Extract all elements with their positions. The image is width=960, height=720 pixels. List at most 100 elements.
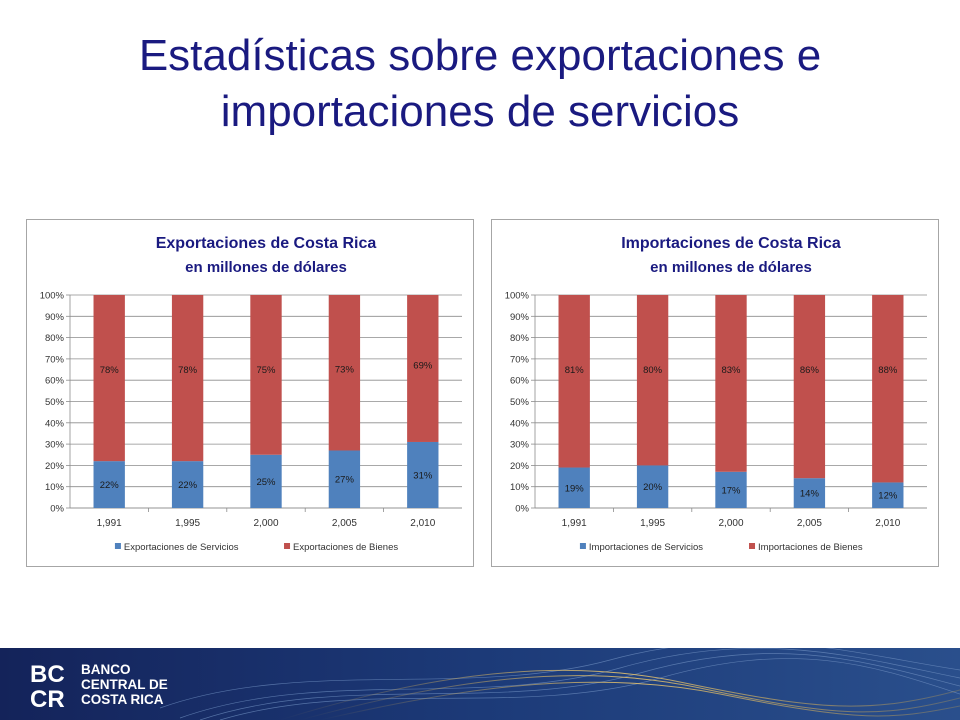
y-tick-label: 0%	[515, 504, 529, 515]
data-label: 22%	[100, 480, 120, 491]
data-label: 69%	[413, 360, 433, 371]
x-tick-label: 2,000	[718, 518, 743, 529]
exportaciones-chart: Exportaciones de Costa Rica en millones d…	[26, 219, 474, 567]
legend-swatch	[579, 543, 586, 549]
x-tick-label: 1,991	[562, 518, 587, 529]
data-label: 78%	[100, 365, 120, 376]
y-tick-label: 90%	[45, 312, 65, 323]
slide-title-line-2: importaciones de servicios	[220, 87, 740, 136]
footer-wave-pattern	[0, 648, 960, 720]
data-label: 88%	[878, 365, 898, 376]
bar-servicios	[793, 478, 826, 508]
y-tick-label: 0%	[50, 504, 64, 515]
data-label: 25%	[256, 477, 276, 488]
x-tick-label: 1,995	[175, 518, 200, 529]
data-label: 73%	[335, 365, 355, 376]
data-label: 19%	[565, 483, 585, 494]
x-tick-label: 2,005	[332, 518, 357, 529]
bar-bienes	[793, 295, 826, 479]
slide-title: Estadísticas sobre exportaciones e impor…	[0, 28, 960, 140]
legend-label: Exportaciones de Bienes	[293, 542, 398, 553]
slide-title-line-1: Estadísticas sobre exportaciones e	[138, 31, 822, 80]
bar-bienes	[328, 295, 361, 451]
data-label: 14%	[800, 489, 820, 500]
y-tick-label: 70%	[45, 354, 65, 365]
y-tick-label: 90%	[510, 312, 530, 323]
bar-servicios	[558, 467, 590, 508]
logo-mark-top: BC	[30, 661, 65, 688]
logo-line-2: CENTRAL DE	[81, 677, 168, 692]
logo-line-3: COSTA RICA	[81, 692, 164, 707]
y-tick-label: 70%	[510, 354, 530, 365]
legend-label: Importaciones de Bienes	[758, 542, 863, 553]
data-label: 78%	[178, 365, 198, 376]
data-label: 83%	[721, 365, 741, 376]
x-tick-label: 2,005	[797, 518, 822, 529]
bar-servicios	[407, 441, 439, 508]
data-label: 12%	[878, 491, 898, 502]
bar-servicios	[328, 450, 361, 508]
x-tick-label: 1,991	[97, 518, 122, 529]
chart-subtitle: en millones de dólares	[185, 259, 347, 276]
y-tick-label: 100%	[505, 291, 530, 302]
bccr-logo-text: BANCO CENTRAL DE COSTA RICA	[81, 662, 168, 707]
chart-title: Exportaciones de Costa Rica	[156, 235, 377, 252]
y-tick-label: 60%	[45, 376, 65, 387]
y-tick-label: 30%	[45, 440, 65, 451]
legend-swatch	[284, 543, 291, 549]
legend-label: Exportaciones de Servicios	[124, 542, 239, 553]
y-tick-label: 20%	[45, 461, 65, 472]
legend-label: Importaciones de Servicios	[589, 542, 703, 553]
x-tick-label: 2,000	[253, 518, 278, 529]
bar-servicios	[715, 471, 747, 508]
bar-bienes	[636, 295, 669, 466]
logo-mark-bottom: CR	[30, 686, 65, 710]
bar-servicios	[93, 461, 125, 508]
y-tick-label: 50%	[510, 397, 530, 408]
data-label: 75%	[256, 365, 276, 376]
importaciones-chart-svg: Importaciones de Costa Rica en millones d…	[505, 235, 927, 553]
x-tick-label: 1,995	[640, 518, 665, 529]
data-label: 86%	[800, 365, 820, 376]
bar-bienes	[407, 295, 439, 442]
y-tick-label: 10%	[45, 482, 65, 493]
bar-bienes	[93, 295, 125, 462]
data-label: 20%	[643, 482, 663, 493]
y-tick-label: 40%	[45, 418, 65, 429]
bar-bienes	[171, 295, 204, 462]
bccr-logo-icon: BC CR	[30, 661, 65, 710]
x-tick-label: 2,010	[410, 518, 435, 529]
logo-line-1: BANCO	[81, 662, 131, 677]
bar-servicios	[250, 454, 282, 508]
legend-swatch	[114, 543, 121, 549]
data-label: 17%	[721, 485, 741, 496]
data-label: 22%	[178, 480, 198, 491]
bar-bienes	[872, 295, 904, 483]
y-tick-label: 100%	[40, 291, 65, 302]
y-tick-label: 80%	[45, 333, 65, 344]
bar-bienes	[558, 295, 590, 468]
bar-bienes	[250, 295, 282, 455]
chart-title: Importaciones de Costa Rica	[621, 235, 841, 252]
bar-servicios	[872, 482, 904, 508]
exportaciones-chart-svg: Exportaciones de Costa Rica en millones d…	[40, 235, 462, 553]
y-tick-label: 20%	[510, 461, 530, 472]
bar-servicios	[171, 461, 204, 508]
data-label: 31%	[413, 470, 433, 481]
chart-subtitle: en millones de dólares	[650, 259, 812, 276]
y-tick-label: 80%	[510, 333, 530, 344]
y-tick-label: 30%	[510, 440, 530, 451]
y-tick-label: 50%	[45, 397, 65, 408]
x-tick-label: 2,010	[875, 518, 900, 529]
importaciones-chart: Importaciones de Costa Rica en millones d…	[491, 219, 939, 567]
footer-banner	[0, 648, 960, 720]
data-label: 80%	[643, 365, 663, 376]
bar-servicios	[636, 465, 669, 508]
y-tick-label: 10%	[510, 482, 530, 493]
legend-swatch	[749, 543, 756, 549]
data-label: 27%	[335, 475, 355, 486]
y-tick-label: 40%	[510, 418, 530, 429]
bar-bienes	[715, 295, 747, 472]
y-tick-label: 60%	[510, 376, 530, 387]
data-label: 81%	[565, 365, 585, 376]
